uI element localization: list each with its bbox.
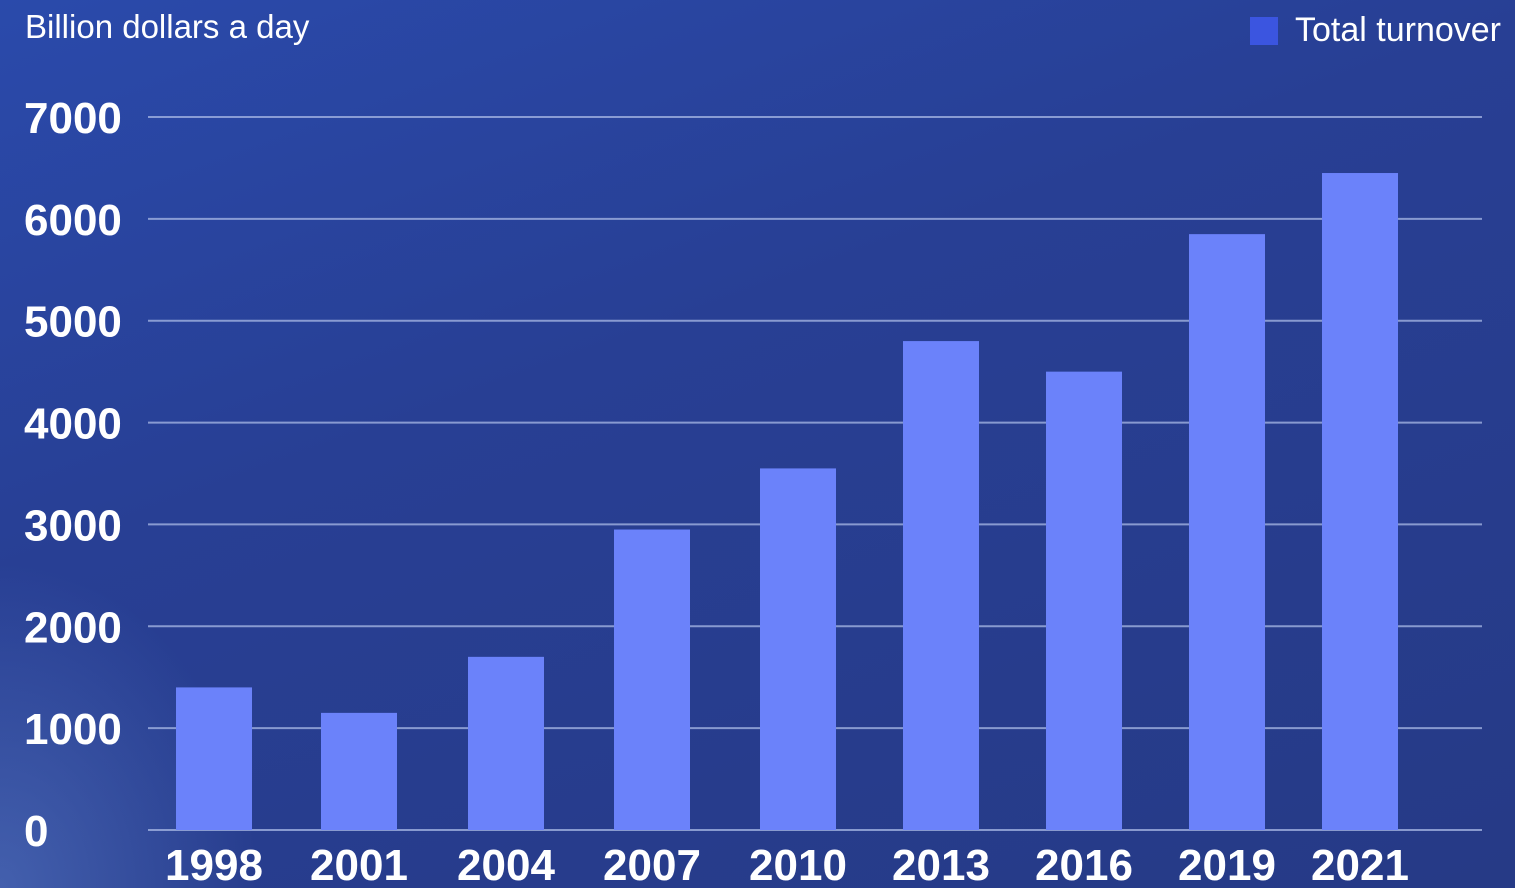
bar-2010 [760,468,836,830]
bar-1998 [176,687,252,830]
bar-2013 [903,341,979,830]
x-tick-label: 2021 [1311,841,1409,888]
y-tick-label: 3000 [24,501,122,550]
y-axis-label: Billion dollars a day [25,8,310,45]
y-tick-label: 1000 [24,705,122,754]
x-ticks: 1998 2001 2004 2007 2010 2013 2016 2019 2021 [165,841,1409,888]
bar-2007 [614,529,690,830]
bar-2001 [321,712,397,830]
y-tick-label: 4000 [24,400,122,449]
y-ticks: 0 1000 2000 3000 4000 5000 6000 7000 [24,94,122,856]
bars [176,173,1398,830]
x-tick-label: 2019 [1178,841,1276,888]
bar-2019 [1189,234,1265,830]
legend-label: Total turnover [1295,11,1501,49]
y-tick-label: 2000 [24,603,122,652]
y-tick-label: 6000 [24,196,122,245]
x-tick-label: 2013 [892,841,990,888]
bar-2021 [1322,173,1398,830]
bar-2016 [1046,371,1122,830]
y-tick-label: 5000 [24,298,122,347]
legend-swatch [1250,16,1278,45]
bar-2004 [468,656,544,830]
x-tick-label: 2001 [310,841,408,888]
legend: Total turnover [1250,11,1501,50]
y-tick-label: 0 [24,807,48,856]
x-tick-label: 1998 [165,841,263,888]
x-tick-label: 2007 [603,841,701,888]
x-tick-label: 2010 [749,841,847,888]
x-tick-label: 2004 [457,841,555,888]
y-tick-label: 7000 [24,94,122,143]
x-tick-label: 2016 [1035,841,1133,888]
